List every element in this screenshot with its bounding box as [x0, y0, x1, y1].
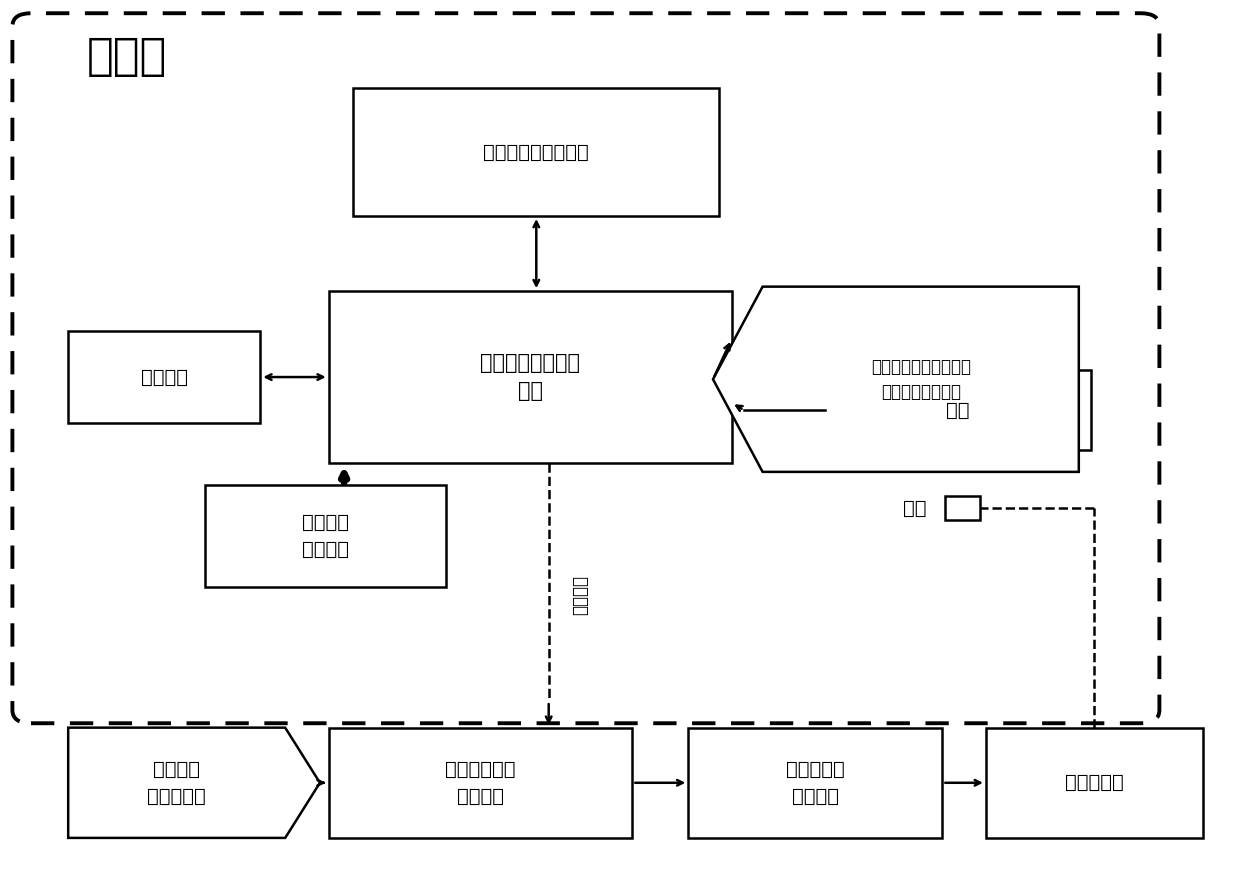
Polygon shape — [713, 287, 1079, 472]
FancyBboxPatch shape — [825, 370, 1091, 450]
Text: 地面通讯转
发计算机: 地面通讯转 发计算机 — [786, 760, 844, 805]
Text: 推进系统: 推进系统 — [141, 368, 187, 386]
Text: 液体晃动力矩生成器: 液体晃动力矩生成器 — [484, 143, 589, 161]
Text: 激光跟踪仪: 激光跟踪仪 — [1065, 774, 1123, 792]
FancyBboxPatch shape — [68, 331, 260, 423]
FancyBboxPatch shape — [945, 496, 980, 520]
FancyBboxPatch shape — [353, 88, 719, 216]
FancyBboxPatch shape — [329, 291, 732, 463]
Text: 液体晃动
电源模块: 液体晃动 电源模块 — [303, 513, 348, 558]
Text: 陀螺: 陀螺 — [946, 400, 970, 420]
FancyBboxPatch shape — [12, 13, 1159, 723]
Polygon shape — [68, 728, 320, 838]
FancyBboxPatch shape — [329, 728, 632, 838]
Text: 无线链路: 无线链路 — [570, 575, 589, 616]
Text: 气浮台: 气浮台 — [87, 35, 167, 78]
Text: 液体晃动力矩生成软件
台体姿态控制软件: 液体晃动力矩生成软件 台体姿态控制软件 — [870, 358, 971, 400]
FancyBboxPatch shape — [986, 728, 1203, 838]
Text: 液体晃动计算通信
模块: 液体晃动计算通信 模块 — [480, 353, 580, 401]
FancyBboxPatch shape — [205, 485, 446, 587]
Text: 液体晃动地面
监控模块: 液体晃动地面 监控模块 — [445, 760, 516, 805]
Text: 地面处理
和评估软件: 地面处理 和评估软件 — [148, 760, 206, 805]
Text: 靶标: 靶标 — [903, 498, 926, 518]
FancyBboxPatch shape — [688, 728, 942, 838]
